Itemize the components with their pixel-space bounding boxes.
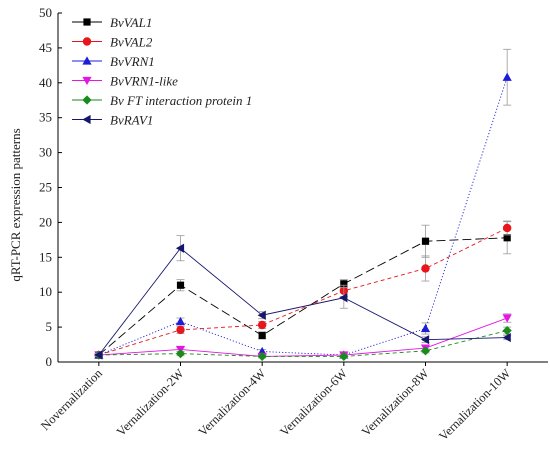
series-line — [98, 317, 508, 357]
legend-item-0: BvVAL1 — [72, 15, 152, 30]
y-tick-label: 0 — [46, 354, 53, 369]
series-line — [98, 237, 508, 356]
x-tick-label: Vernalization-2W — [114, 366, 187, 439]
x-tick-label: Vernalization-6W — [277, 366, 350, 439]
x-tick-label: Novernalization — [38, 366, 105, 433]
legend-marker — [82, 95, 92, 105]
data-point — [257, 351, 267, 362]
y-tick-label: 45 — [39, 40, 52, 55]
data-point — [94, 350, 103, 360]
data-point — [257, 320, 267, 330]
legend-marker — [83, 18, 91, 26]
series-line — [98, 247, 508, 356]
series-4 — [94, 325, 512, 362]
y-tick-label: 20 — [39, 214, 52, 229]
data-point — [502, 223, 512, 233]
series-0 — [94, 221, 512, 359]
data-point — [340, 280, 348, 288]
legend-label: Bv FT interaction protein 1 — [110, 93, 252, 108]
series-5 — [94, 235, 512, 360]
legend-marker — [82, 76, 92, 86]
legend-marker — [82, 56, 92, 65]
data-point — [175, 316, 186, 326]
legend-item-1: BvVAL2 — [72, 35, 153, 50]
data-point — [176, 325, 185, 335]
plot-area — [94, 48, 512, 362]
legend-item-3: BvVRN1-like — [72, 74, 178, 89]
data-point — [503, 234, 511, 242]
data-point — [502, 332, 511, 343]
data-point — [420, 335, 430, 345]
legend-label: BvVRN1 — [110, 54, 155, 69]
data-point — [421, 237, 430, 245]
y-tick-label: 25 — [39, 180, 52, 195]
x-tick-label: Vernalization-8W — [359, 366, 432, 439]
legend-marker — [82, 114, 91, 125]
data-point — [502, 72, 512, 81]
y-tick-label: 30 — [39, 145, 52, 160]
y-tick-label: 10 — [39, 284, 52, 299]
series-line — [98, 77, 508, 356]
legend: BvVAL1 BvVAL2 BvVRN1 BvVRN1-like Bv FT inter… — [72, 15, 252, 128]
legend-item-2: BvVRN1 — [72, 54, 155, 69]
data-point — [421, 264, 430, 273]
y-tick-label: 35 — [39, 110, 52, 125]
legend-label: BvVAL2 — [110, 35, 153, 50]
data-point — [175, 349, 186, 359]
series-line — [98, 227, 508, 356]
data-point — [175, 243, 185, 253]
data-point — [339, 351, 349, 362]
x-tick-label: Vernalization-10W — [436, 366, 513, 443]
data-point — [502, 325, 512, 336]
legend-item-4: Bv FT interaction protein 1 — [72, 93, 252, 108]
data-point — [258, 331, 266, 340]
legend-item-5: BvRAV1 — [72, 113, 153, 128]
legend-marker — [82, 37, 92, 46]
y-tick-label: 50 — [39, 5, 52, 20]
x-tick-label: Vernalization-4W — [196, 366, 269, 439]
legend-label: BvVAL1 — [110, 15, 152, 30]
y-tick-label: 5 — [46, 319, 53, 334]
legend-label: BvRAV1 — [110, 113, 153, 128]
data-point — [502, 314, 512, 323]
data-point — [176, 281, 185, 289]
legend-label: BvVRN1-like — [110, 74, 178, 89]
series-1 — [94, 220, 512, 360]
data-point — [420, 346, 431, 356]
y-axis-label: qRT-PCR expression patterns — [8, 128, 23, 281]
data-point — [257, 310, 266, 320]
data-point — [420, 323, 431, 333]
y-tick-label: 40 — [39, 75, 52, 90]
data-point — [339, 293, 348, 303]
y-tick-label: 15 — [39, 249, 52, 264]
series-line — [98, 330, 508, 357]
